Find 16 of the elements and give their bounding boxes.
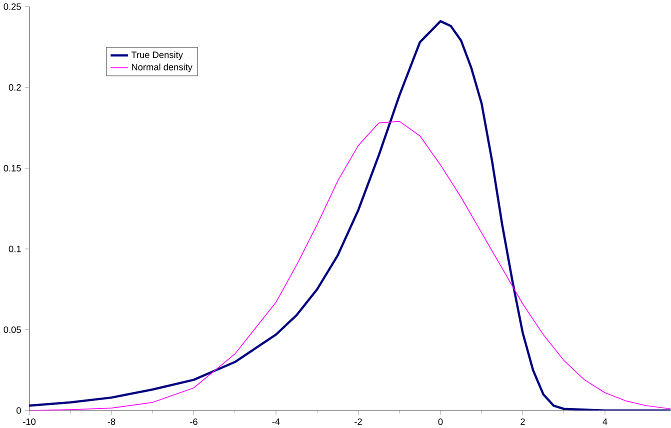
x-tick-label: -2: [354, 418, 362, 425]
x-tick-label: -6: [190, 418, 198, 425]
x-tick-label: 4: [602, 418, 608, 425]
y-tick-label: 0.2: [8, 84, 21, 91]
y-tick-label: 0.15: [4, 164, 21, 172]
x-tick-label: -8: [108, 418, 116, 425]
y-tick-label: 0.25: [4, 3, 21, 10]
y-tick-label: 0.05: [4, 326, 21, 333]
legend-label: Normal density: [132, 63, 192, 72]
x-tick-label: 0: [438, 418, 443, 425]
y-tick-label: 0.1: [8, 246, 21, 252]
x-tick-label: -4: [272, 418, 280, 425]
y-tick-label: 0: [16, 407, 21, 414]
x-tick-label: 2: [520, 418, 525, 425]
x-tick-label: -10: [23, 418, 36, 425]
legend-label: True Density: [131, 51, 183, 60]
